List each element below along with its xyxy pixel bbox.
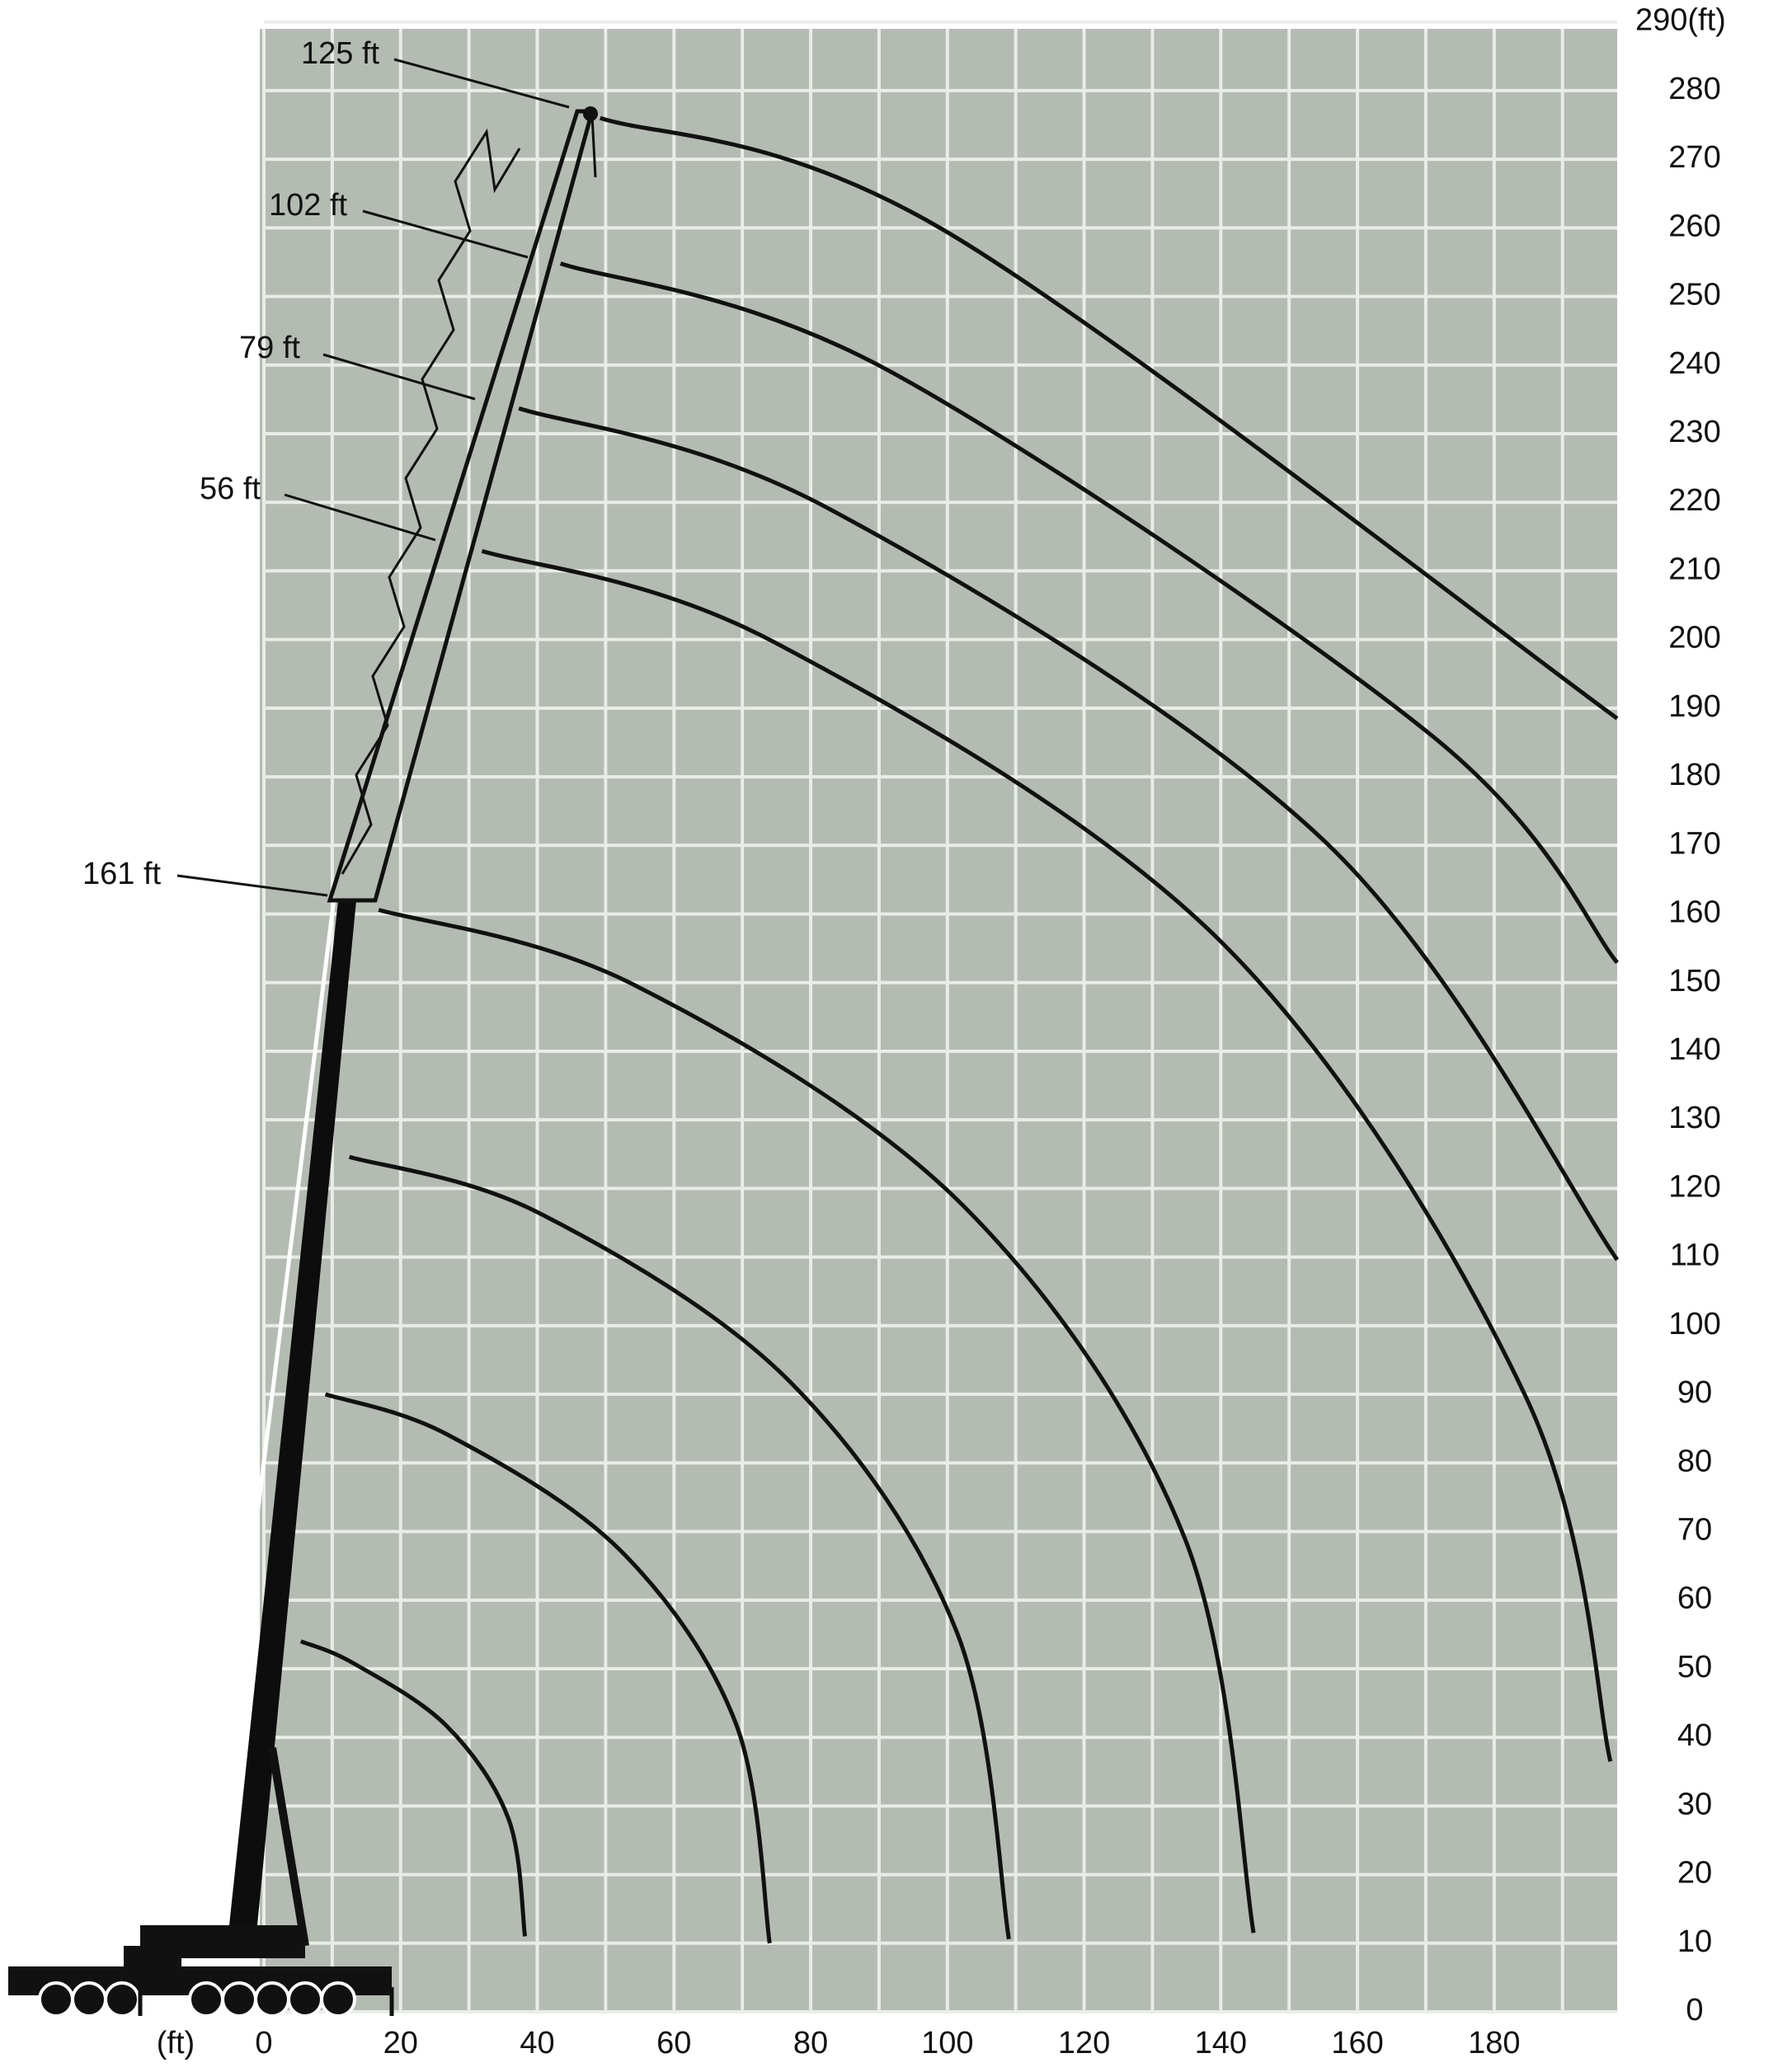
y-tick-label: 110 <box>1670 1238 1720 1273</box>
y-tick-label: 230 <box>1668 415 1720 449</box>
leader-line <box>284 493 436 542</box>
y-tick-label: 100 <box>1668 1307 1720 1341</box>
curves <box>299 115 1620 1944</box>
range-curve <box>348 1154 1011 1940</box>
leader-line <box>176 874 328 897</box>
y-tick-label: 240 <box>1668 346 1720 381</box>
x-tick-label: 140 <box>1195 2026 1247 2060</box>
boom-cylinder <box>268 1747 309 1947</box>
x-tick-label: 80 <box>793 2026 828 2060</box>
range-curve <box>378 908 1256 1933</box>
y-tick-label: 130 <box>1668 1101 1720 1135</box>
grid <box>262 20 1617 2013</box>
y-tick-label: 0 <box>1686 1993 1703 2027</box>
y-tick-label: 200 <box>1668 621 1720 655</box>
y-tick-label: 120 <box>1668 1169 1720 1204</box>
wheel <box>71 1981 107 2018</box>
y-tick-label: 170 <box>1668 826 1720 861</box>
y-tick-label: 140 <box>1668 1032 1720 1067</box>
wheels <box>38 1981 356 2018</box>
y-tick-label: 180 <box>1668 758 1720 792</box>
y-tick-label: 260 <box>1668 209 1720 243</box>
wheel <box>254 1981 290 2018</box>
wheel <box>221 1981 257 2018</box>
main-boom <box>229 900 356 1925</box>
jib-lattice <box>341 128 521 875</box>
y-tick-label: 190 <box>1668 689 1720 724</box>
x-tick-label: 20 <box>383 2026 418 2060</box>
y-tick-label: 280 <box>1668 72 1720 106</box>
y-tick-label: 70 <box>1677 1513 1712 1548</box>
x-tick-label: 120 <box>1058 2026 1110 2060</box>
leader-line <box>393 58 570 109</box>
boom-length-label: 56 ft <box>200 472 261 506</box>
y-tick-label: 60 <box>1677 1581 1712 1616</box>
plot-area <box>260 29 1617 2012</box>
range-curve <box>481 548 1613 1762</box>
wheel <box>38 1981 74 2018</box>
labels: 0 10 20 30 40 50 60 70 80 90 100 110 120 130 140 150 160… <box>82 3 1726 2060</box>
y-tick-label: 250 <box>1668 278 1720 312</box>
jib-tip <box>583 106 598 121</box>
crane <box>8 106 598 2018</box>
x-tick-label: 160 <box>1331 2026 1383 2060</box>
boom-length-label: 125 ft <box>301 36 380 71</box>
range-curve <box>559 261 1619 965</box>
wheel <box>104 1981 140 2018</box>
plot-background <box>260 29 1617 2012</box>
y-tick-label: 90 <box>1677 1375 1712 1410</box>
y-tick-label: 10 <box>1677 1924 1712 1959</box>
leader-line <box>362 209 529 259</box>
y-tick-label: 40 <box>1677 1718 1712 1753</box>
range-curve <box>299 1639 528 1937</box>
x-tick-label: 60 <box>656 2026 691 2060</box>
y-tick-label: 210 <box>1668 552 1720 586</box>
y-tick-label: 220 <box>1668 483 1720 518</box>
range-curve <box>518 406 1620 1262</box>
x-axis-unit: (ft) <box>157 2026 195 2060</box>
x-tick-label: 100 <box>921 2026 973 2060</box>
y-tick-label: 30 <box>1677 1787 1712 1821</box>
x-tick-label: 180 <box>1468 2026 1520 2060</box>
boom-length-label: 79 ft <box>239 331 300 365</box>
range-curve <box>324 1392 772 1944</box>
boom-cable <box>204 898 336 1926</box>
y-tick-label: 20 <box>1677 1856 1712 1891</box>
leader-line <box>322 353 476 401</box>
cab <box>124 1946 181 1971</box>
wheel <box>188 1981 224 2018</box>
y-tick-label: 160 <box>1668 895 1720 930</box>
hook-line <box>590 115 597 178</box>
boom-length-label: 161 ft <box>82 857 162 891</box>
y-tick-label: 80 <box>1677 1444 1712 1478</box>
range-curve <box>599 115 1619 721</box>
boom-length-label: 102 ft <box>269 188 348 223</box>
wheel <box>287 1981 323 2018</box>
wheel <box>320 1981 356 2018</box>
x-tick-label: 40 <box>520 2026 554 2060</box>
y-tick-label: 50 <box>1677 1650 1712 1684</box>
y-tick-label: 270 <box>1668 140 1720 175</box>
y-tick-label: 150 <box>1668 964 1720 998</box>
y-tick-label: 290(ft) <box>1635 3 1726 38</box>
x-tick-label: 0 <box>255 2026 272 2060</box>
